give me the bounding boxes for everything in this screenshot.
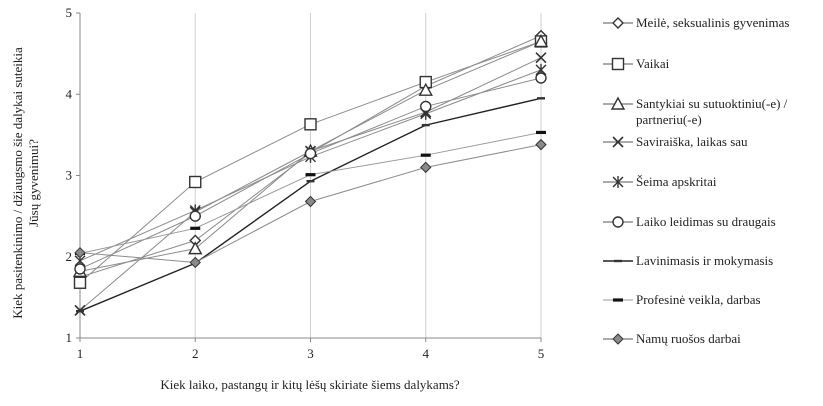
legend-label: Vaikai	[636, 56, 670, 71]
data-point	[533, 33, 549, 48]
legend-item: Meilė, seksualinis gyvenimas	[603, 15, 789, 30]
y-tick-label: 1	[66, 330, 73, 345]
legend-label: Namų ruošos darbai	[636, 331, 741, 346]
legend-label: Laiko leidimas su draugais	[636, 214, 776, 229]
legend-label: Šeima apskritai	[636, 174, 717, 189]
x-tick-label: 2	[192, 346, 199, 361]
x-tick-label: 1	[77, 346, 84, 361]
y-tick-label: 5	[66, 5, 73, 20]
data-point	[535, 138, 547, 151]
legend-item: Laiko leidimas su draugais	[603, 214, 776, 229]
data-point	[612, 136, 624, 148]
x-tick-label: 3	[307, 346, 314, 361]
data-point	[73, 276, 87, 289]
legend-item: Vaikai	[603, 56, 670, 71]
data-point	[614, 259, 622, 263]
legend: Meilė, seksualinis gyvenimas Vaikai Santyk…	[603, 15, 789, 346]
y-tick-label: 4	[66, 86, 73, 101]
data-point	[304, 147, 317, 160]
data-point	[612, 333, 624, 345]
data-point	[189, 175, 202, 189]
legend-label: Profesinė veikla, darbas	[636, 292, 761, 307]
axes: 1 2 3 4 5 1 2 3 4 5	[66, 5, 545, 361]
data-point	[306, 179, 315, 183]
data-point	[612, 216, 624, 228]
data-point	[421, 123, 430, 127]
y-tick-label: 3	[66, 168, 73, 183]
data-point	[610, 96, 626, 110]
legend-item: Lavinimasis ir mokymasis	[603, 253, 773, 268]
y-axis-label-line-2: Jūsų gyvenimui?	[26, 139, 41, 227]
x-tick-label: 4	[423, 346, 430, 361]
data-point	[189, 256, 201, 269]
y-tick-label: 2	[66, 249, 73, 264]
x-tick-label: 5	[538, 346, 545, 361]
data-point	[190, 226, 201, 230]
legend-item: Santykiai su sutuoktiniu(-e) / partneriu(…	[603, 96, 788, 127]
data-point	[537, 97, 545, 100]
data-point	[420, 100, 432, 113]
legend-item: Profesinė veikla, darbas	[603, 292, 761, 307]
series-markers	[72, 29, 549, 316]
legend-item: Namų ruošos darbai	[603, 331, 741, 346]
gridlines	[194, 13, 542, 338]
data-point	[74, 263, 86, 275]
data-point	[535, 52, 547, 64]
data-point	[304, 118, 317, 131]
y-axis-label: Kiek pasitenkinimo / džiaugsmo šie dalyk…	[10, 47, 25, 319]
data-point	[188, 241, 203, 255]
legend-label: Saviraiška, laikas sau	[636, 134, 748, 149]
data-point	[612, 17, 624, 29]
data-point	[74, 246, 86, 259]
data-point	[611, 57, 625, 71]
data-point	[304, 195, 317, 208]
data-point	[305, 173, 316, 177]
data-point	[420, 161, 432, 174]
data-point	[612, 176, 624, 188]
legend-label: Lavinimasis ir mokymasis	[636, 253, 773, 268]
data-point	[613, 298, 623, 302]
legend-label: Santykiai su sutuoktiniu(-e) / partneriu(…	[636, 96, 788, 127]
data-point	[76, 309, 84, 313]
data-point	[189, 210, 201, 222]
data-point	[420, 153, 431, 157]
data-point	[535, 72, 547, 84]
legend-item: Šeima apskritai	[603, 174, 717, 189]
data-point	[418, 82, 433, 96]
legend-item: Saviraiška, laikas sau	[603, 134, 748, 149]
x-axis-label: Kiek laiko, pastangų ir kitų lėšų skiria…	[160, 377, 460, 392]
data-point	[536, 130, 546, 135]
legend-label: Meilė, seksualinis gyvenimas	[636, 15, 789, 30]
